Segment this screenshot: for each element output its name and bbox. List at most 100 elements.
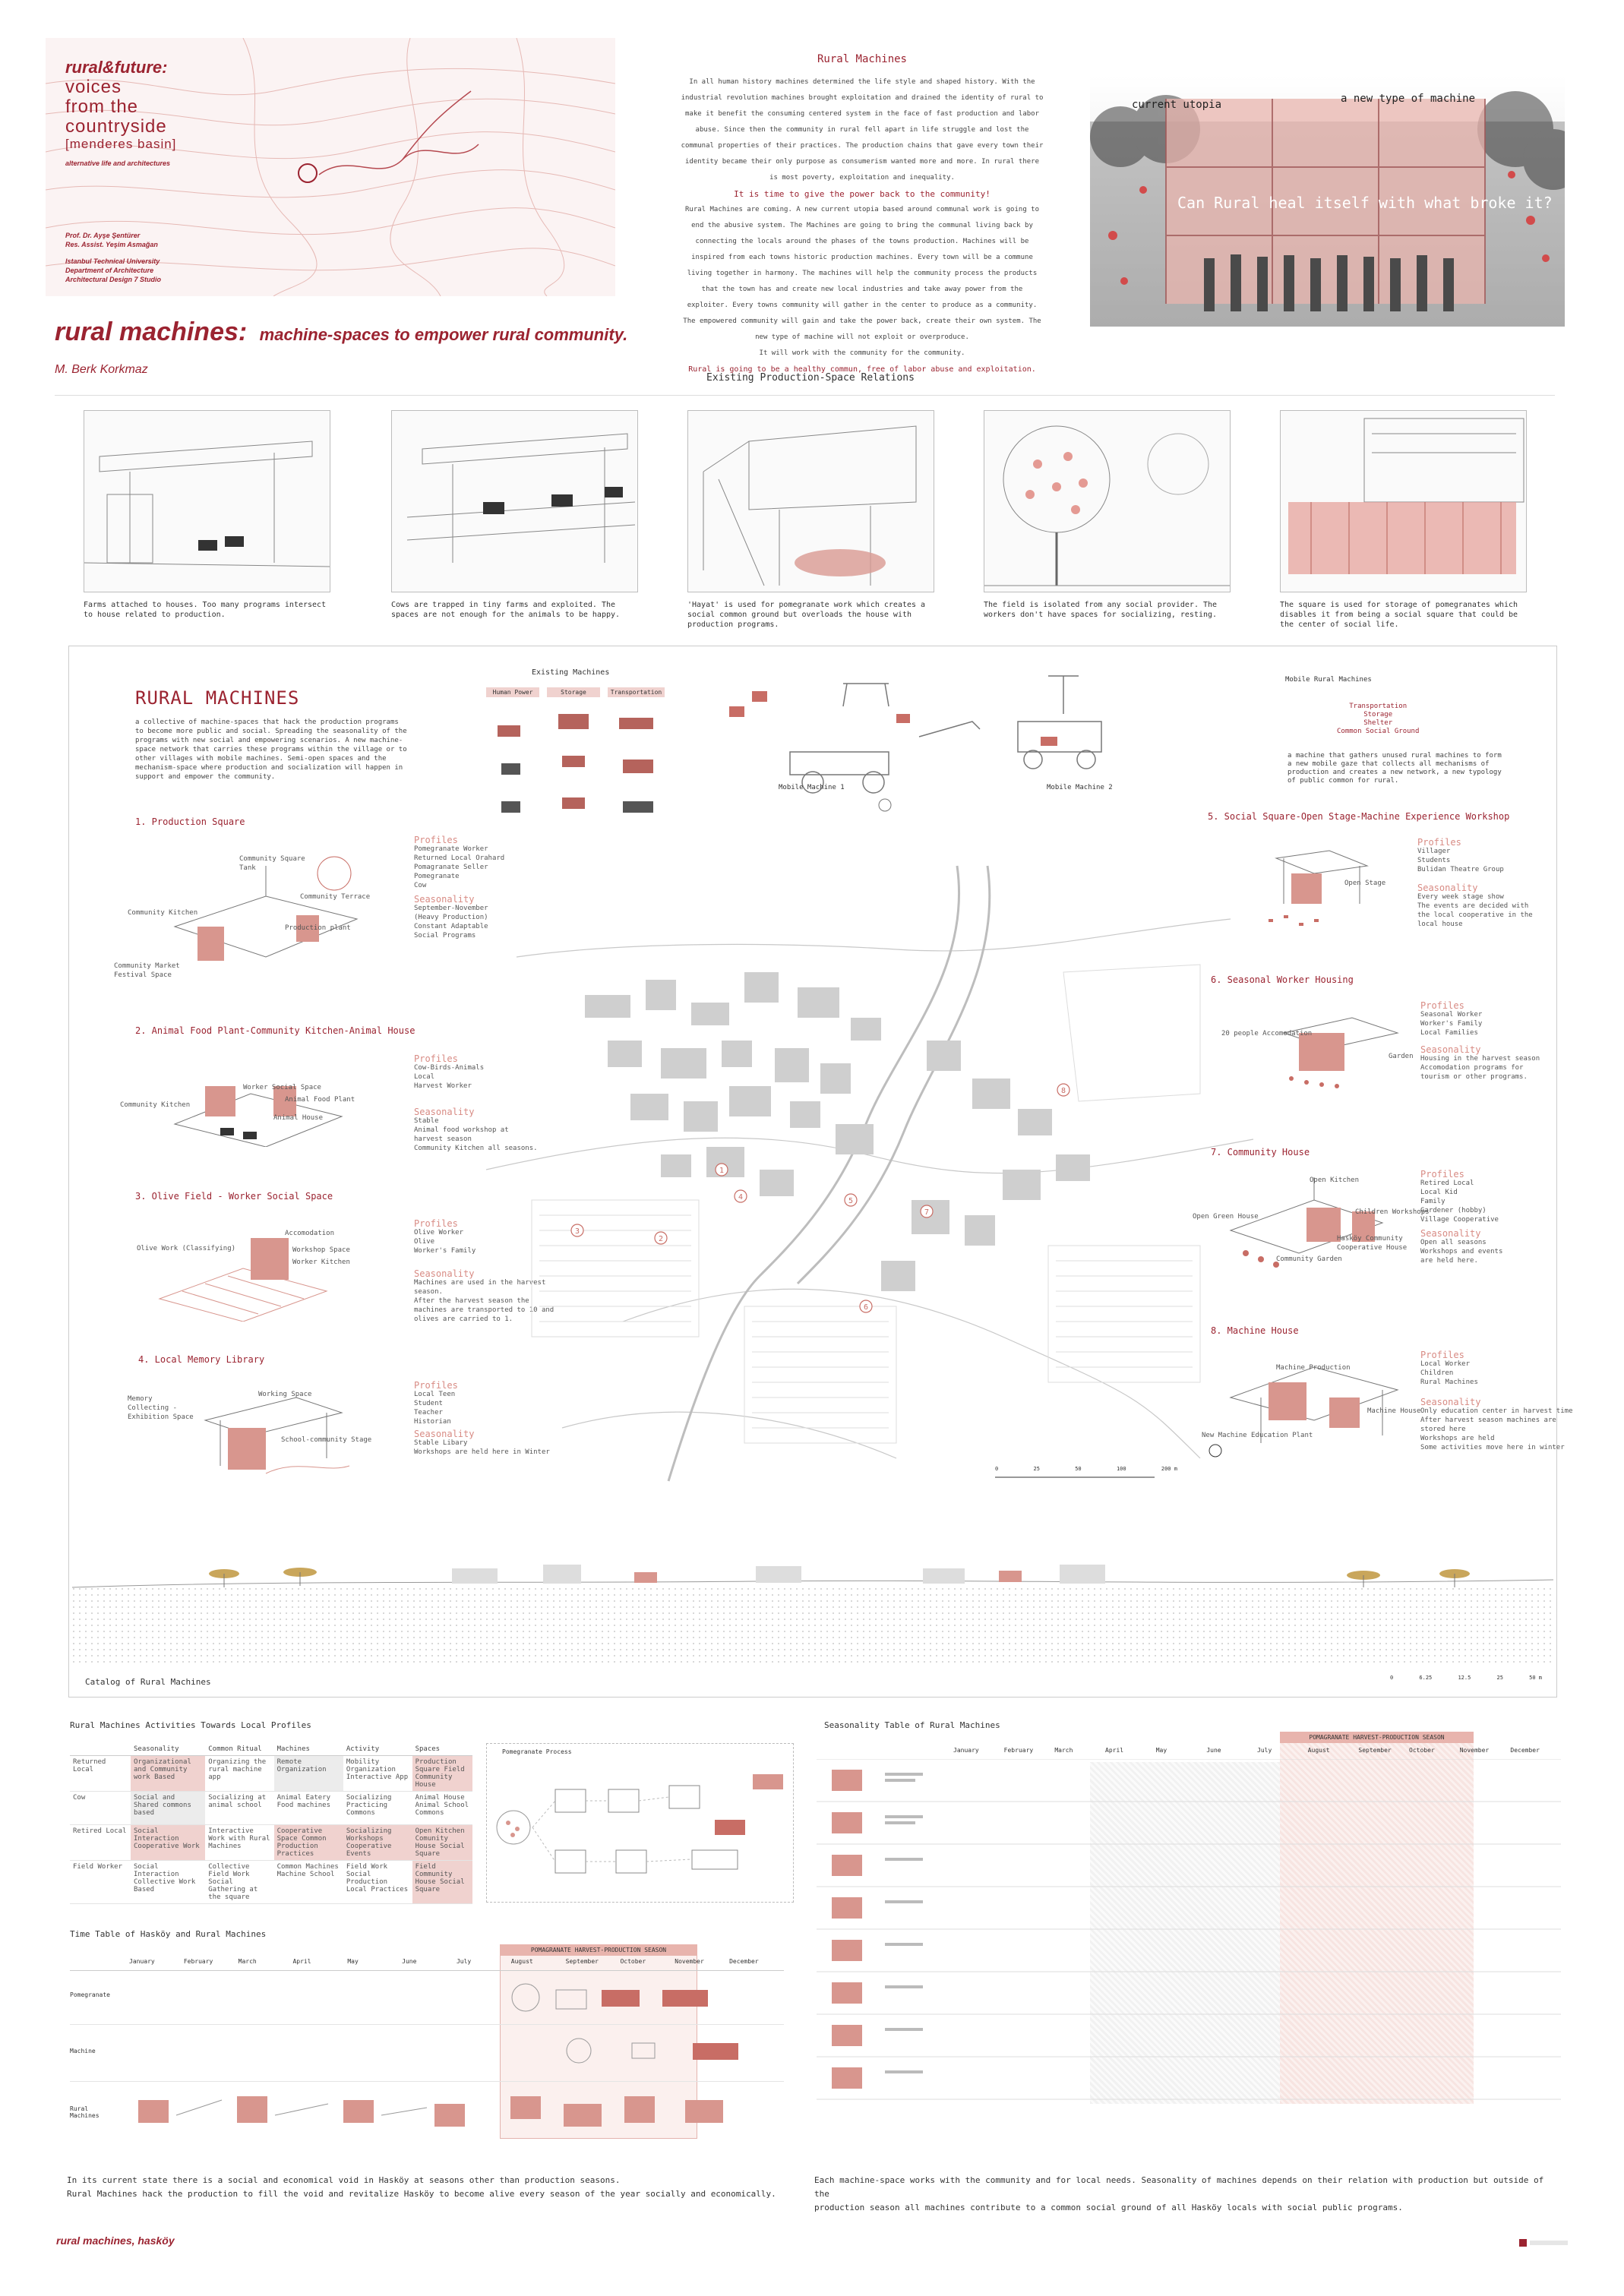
s5-profiles-heading: Profiles bbox=[1417, 837, 1461, 848]
section-5-drawing bbox=[1269, 850, 1369, 926]
map-number-6: 6 bbox=[864, 1303, 868, 1312]
section-2-title: 2. Animal Food Plant-Community Kitchen-A… bbox=[135, 1025, 415, 1036]
mobile-function-1: Transportation bbox=[1349, 703, 1408, 710]
s4-season-2: Workshops are held here in Winter bbox=[414, 1448, 550, 1456]
project-title-block: rural machines: machine-spaces to empowe… bbox=[55, 317, 693, 347]
activities-col-4: Activity bbox=[343, 1743, 412, 1756]
s4-season-1: Stable Libary bbox=[414, 1439, 468, 1447]
month-label: September bbox=[1358, 1747, 1392, 1754]
footer-brand-mark bbox=[1519, 2239, 1527, 2247]
s1-profile-5: Cow bbox=[414, 882, 427, 889]
existing-machines-icons bbox=[498, 714, 653, 813]
map-scale-tick-2: 25 bbox=[1033, 1466, 1040, 1472]
month-label: October bbox=[1409, 1747, 1435, 1754]
s5-season-1: Every week stage show bbox=[1417, 893, 1504, 901]
s8-season-2: After harvest season machines are bbox=[1420, 1416, 1556, 1424]
mobile-function-3: Shelter bbox=[1363, 719, 1393, 727]
s3-season-2: season. bbox=[414, 1288, 443, 1296]
conclusion-right: Each machine-space works with the commun… bbox=[814, 2174, 1559, 2215]
s1-label-4: Production plant bbox=[285, 924, 351, 932]
series-line-1: voices bbox=[65, 77, 122, 97]
activities-col-1: Seasonality bbox=[131, 1743, 206, 1756]
month-label: July bbox=[1257, 1747, 1272, 1754]
s2-season-3: harvest season bbox=[414, 1135, 472, 1143]
s8-seasonality-heading: Seasonality bbox=[1420, 1397, 1481, 1407]
mobile-description: a machine that gathers unused rural mach… bbox=[1288, 752, 1502, 785]
s5-season-3: the local cooperative in the bbox=[1417, 911, 1533, 919]
activities-row-profile: Returned Local bbox=[70, 1755, 131, 1792]
catalog-description: a collective of machine-spaces that hack… bbox=[135, 718, 407, 781]
institution-3: Architectural Design 7 Studio bbox=[65, 276, 162, 283]
intro-text: Rural Machines In all human history mach… bbox=[680, 53, 1044, 377]
s4-profile-2: Student bbox=[414, 1400, 443, 1407]
s8-label-1: Machine Production bbox=[1276, 1364, 1351, 1372]
month-label: June bbox=[1206, 1747, 1221, 1754]
column-human-power: Human Power bbox=[486, 687, 539, 697]
relation-caption-4: The field is isolated from any social pr… bbox=[984, 601, 1218, 619]
month-label: December bbox=[1510, 1747, 1540, 1754]
mobile-machine-1-label: Mobile Machine 1 bbox=[779, 784, 845, 791]
section-6-drawing bbox=[1282, 1017, 1399, 1088]
s5-profile-1: Villager bbox=[1417, 848, 1451, 855]
s4-profile-1: Local Teen bbox=[414, 1391, 456, 1398]
month-label: January bbox=[953, 1747, 979, 1754]
s1-season-4: Social Programs bbox=[414, 932, 476, 940]
series-title: rural&future: bbox=[65, 58, 168, 77]
s6-profile-1: Seasonal Worker bbox=[1420, 1011, 1483, 1019]
s1-label-5: Community Market Festival Space bbox=[114, 962, 180, 979]
staff-2: Res. Assist. Yeşim Asmağan bbox=[65, 241, 158, 248]
s1-season-3: Constant Adaptable bbox=[414, 923, 488, 930]
s6-label-1: 20 people Accomodation bbox=[1221, 1030, 1313, 1037]
village-section-graphic bbox=[71, 1565, 1554, 1663]
map-number-7: 7 bbox=[924, 1208, 929, 1217]
series-line-2: from the bbox=[65, 96, 139, 117]
intro-title: Rural Machines bbox=[817, 53, 907, 65]
collage-graphic bbox=[1090, 91, 1565, 327]
s2-label-2: Animal Food Plant bbox=[285, 1096, 355, 1104]
relation-caption-5: The square is used for storage of pomegr… bbox=[1280, 601, 1518, 629]
catalog-footer: Catalog of Rural Machines bbox=[85, 1677, 211, 1687]
conclusion-left-line-2: Rural Machines hack the production to fi… bbox=[67, 2189, 776, 2199]
s6-seasonality-heading: Seasonality bbox=[1420, 1044, 1481, 1055]
conclusion-right-line-2: production season all machines contribut… bbox=[814, 2203, 1403, 2212]
table-row: Field Worker Social Interaction Collecti… bbox=[70, 1860, 472, 1904]
s2-label-1: Worker Social Space bbox=[243, 1084, 321, 1091]
s8-profile-2: Children bbox=[1420, 1369, 1454, 1377]
s6-season-1: Housing in the harvest season bbox=[1420, 1055, 1540, 1063]
catalog-title: RURAL MACHINES bbox=[135, 687, 300, 709]
s1-profile-2: Returned Local Orahard bbox=[414, 854, 505, 862]
existing-machines-title: Existing Machines bbox=[532, 668, 610, 677]
column-transportation: Transportation bbox=[608, 687, 665, 697]
s8-season-3: stored here bbox=[1420, 1426, 1466, 1433]
section-1-title: 1. Production Square bbox=[135, 816, 245, 827]
intro-paragraph-1: In all human history machines determined… bbox=[681, 78, 1044, 182]
collage-image: current utopia a new type of machine Can… bbox=[1090, 76, 1565, 327]
section-scale-tick-2: 6.25 bbox=[1419, 1675, 1433, 1681]
map-scale-tick-1: 0 bbox=[995, 1466, 999, 1472]
activities-cell: Organizational and Community work Based bbox=[131, 1755, 206, 1792]
month-label: February bbox=[183, 1958, 213, 1965]
village-map-graphic: 1 2 3 4 5 6 7 8 bbox=[485, 865, 1254, 1482]
activities-cell: Organizing the rural machine app bbox=[205, 1755, 274, 1792]
activities-cell: Production Square Field Community House bbox=[412, 1755, 472, 1792]
s4-profiles-heading: Profiles bbox=[414, 1380, 458, 1391]
s7-season-1: Open all seasons bbox=[1420, 1239, 1487, 1246]
s4-label-2: Working Space bbox=[258, 1391, 312, 1398]
s7-profile-3: Family bbox=[1420, 1198, 1445, 1205]
season-band-shade bbox=[1280, 1732, 1474, 2104]
relation-caption-2: Cows are trapped in tiny farms and explo… bbox=[391, 601, 621, 619]
s5-season-2: The events are decided with bbox=[1417, 902, 1529, 910]
s6-profiles-heading: Profiles bbox=[1420, 1000, 1464, 1011]
section-scale-tick-3: 12.5 bbox=[1458, 1675, 1471, 1681]
s8-profiles: Profiles Local Worker Children Rural Mac… bbox=[1420, 1350, 1572, 1452]
activities-title: Rural Machines Activities Towards Local … bbox=[70, 1720, 311, 1730]
s1-profile-3: Pomagranate Seller bbox=[414, 864, 488, 871]
mobile-title: Mobile Rural Machines bbox=[1285, 676, 1372, 684]
collage-question: Can Rural heal itself with what broke it… bbox=[1177, 194, 1553, 212]
s7-label-5: Community Garden bbox=[1276, 1255, 1342, 1263]
top-map bbox=[45, 37, 616, 297]
month-label: November bbox=[675, 1958, 704, 1965]
mobile-functions: Transportation Storage Shelter Common So… bbox=[1337, 703, 1419, 736]
seasonality-title: Seasonality Table of Rural Machines bbox=[824, 1720, 1000, 1730]
month-label: August bbox=[1307, 1747, 1330, 1754]
